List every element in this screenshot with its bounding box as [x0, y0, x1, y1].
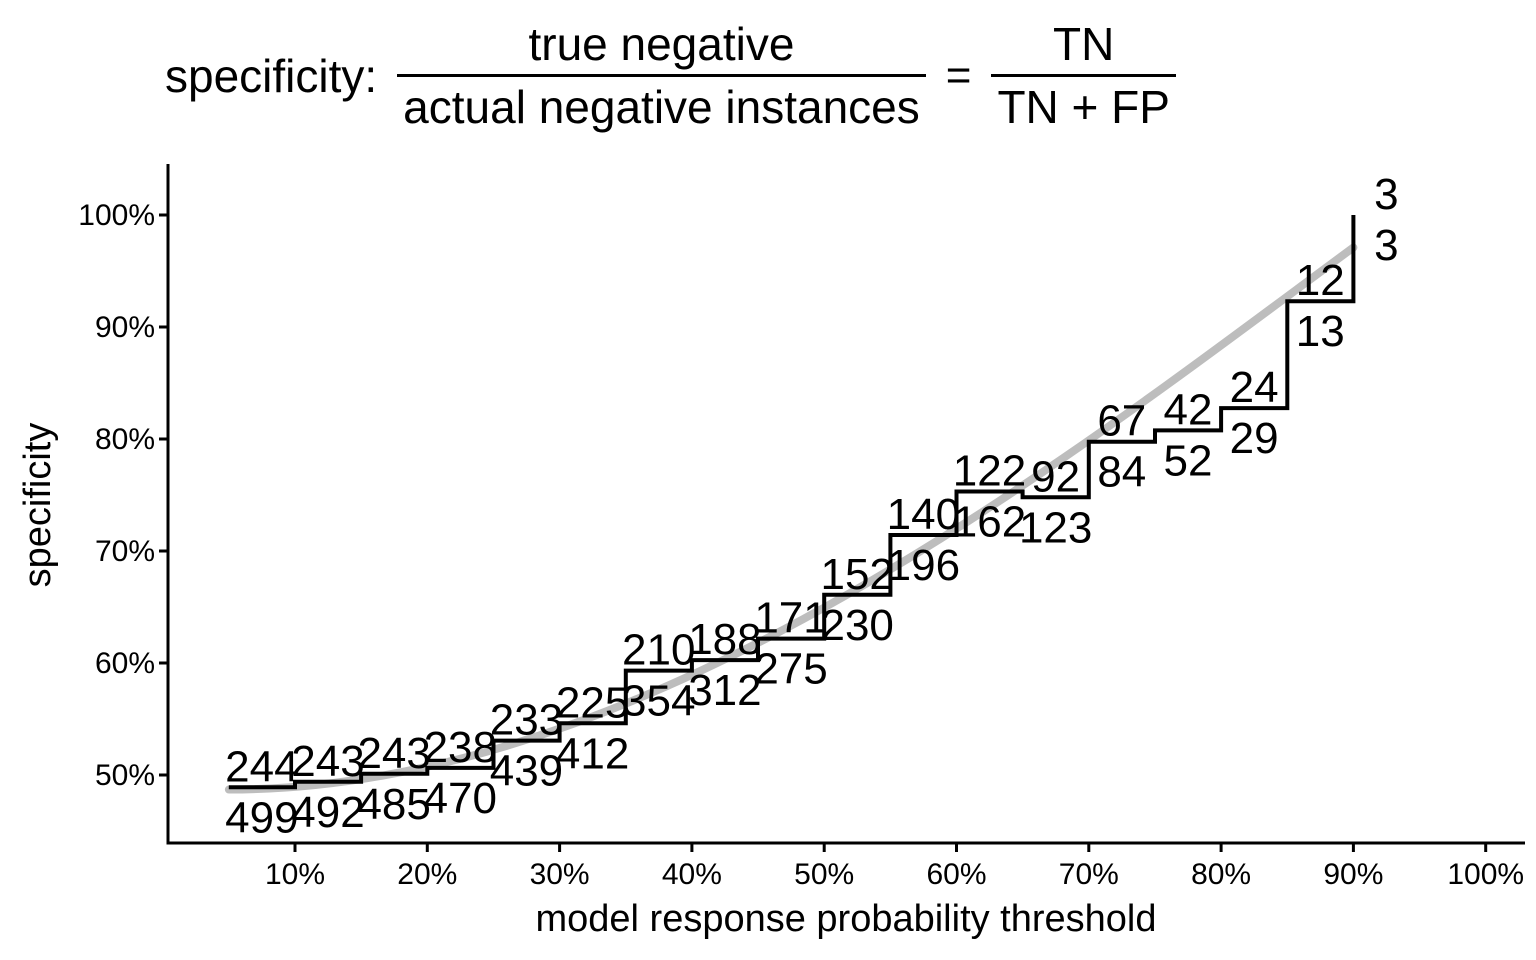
tn-plus-fp-count-label: 499 — [225, 793, 298, 842]
tn-count-label: 42 — [1163, 385, 1212, 434]
tn-count-label: 188 — [688, 615, 761, 664]
tn-plus-fp-count-label: 412 — [556, 729, 629, 778]
tn-count-label: 243 — [291, 737, 364, 786]
tn-count-label: 122 — [953, 447, 1026, 496]
tn-plus-fp-count-label: 84 — [1097, 448, 1146, 497]
title-fraction-symbols: TN TN + FP — [991, 18, 1176, 133]
x-tick-label: 20% — [397, 858, 457, 891]
tn-count-label: 243 — [357, 729, 430, 778]
fraction-symbols-numerator: TN — [1053, 18, 1115, 70]
tn-plus-fp-count-label: 29 — [1230, 414, 1279, 463]
tn-count-label: 152 — [820, 550, 893, 599]
x-axis-title: model response probability threshold — [535, 898, 1157, 940]
tn-plus-fp-count-label: 52 — [1163, 436, 1212, 485]
x-tick-label: 40% — [662, 858, 722, 891]
tn-plus-fp-count-label: 312 — [688, 666, 761, 715]
tn-count-label: 244 — [225, 742, 298, 791]
count-annotations: 2444992434922434852384702334392254122103… — [225, 170, 1399, 842]
title-prefix: specificity: — [165, 49, 378, 102]
tn-count-label: 24 — [1230, 363, 1279, 412]
tn-plus-fp-count-label: 162 — [953, 498, 1026, 547]
fraction-symbols-denominator: TN + FP — [997, 81, 1170, 133]
y-tick-label: 90% — [95, 311, 155, 344]
tn-plus-fp-count-label: 123 — [1019, 503, 1092, 552]
y-tick-label: 70% — [95, 535, 155, 568]
y-tick-label: 50% — [95, 759, 155, 792]
x-tick-label: 50% — [794, 858, 854, 891]
tn-count-label: 3 — [1374, 170, 1398, 219]
equals-sign: = — [945, 50, 972, 100]
title-fraction-words: true negative actual negative instances — [397, 18, 926, 133]
tn-count-label: 12 — [1296, 256, 1345, 305]
y-axis-title: specificity — [17, 422, 59, 588]
tn-plus-fp-count-label: 13 — [1296, 307, 1345, 356]
specificity-step-line — [228, 215, 1356, 790]
tn-count-label: 225 — [556, 678, 629, 727]
y-axis-ticks: 50% 60% 70% 80% 90% 100% — [78, 199, 168, 792]
y-tick-label: 60% — [95, 647, 155, 680]
fraction-words-numerator: true negative — [528, 18, 795, 70]
x-tick-label: 100% — [1447, 858, 1524, 891]
tn-count-label: 140 — [887, 490, 960, 539]
x-tick-label: 60% — [926, 858, 986, 891]
x-tick-label: 90% — [1323, 858, 1383, 891]
tn-plus-fp-count-label: 275 — [754, 645, 827, 694]
tn-plus-fp-count-label: 196 — [887, 541, 960, 590]
tn-plus-fp-count-label: 230 — [820, 601, 893, 650]
x-tick-label: 10% — [265, 858, 325, 891]
chart-title: specificity: true negative actual negati… — [165, 18, 1176, 133]
x-tick-label: 30% — [530, 858, 590, 891]
tn-count-label: 210 — [622, 626, 695, 675]
fraction-words-bar — [397, 74, 926, 77]
fraction-words-denominator: actual negative instances — [403, 81, 920, 133]
tn-plus-fp-count-label: 3 — [1374, 221, 1398, 270]
x-tick-label: 80% — [1191, 858, 1251, 891]
tn-count-label: 92 — [1031, 452, 1080, 501]
tn-plus-fp-count-label: 492 — [291, 788, 364, 837]
tn-plus-fp-count-label: 439 — [490, 747, 563, 796]
tn-count-label: 67 — [1097, 397, 1146, 446]
tn-plus-fp-count-label: 470 — [424, 774, 497, 823]
y-tick-label: 80% — [95, 423, 155, 456]
x-tick-label: 70% — [1059, 858, 1119, 891]
x-axis-ticks: 10% 20% 30% 40% 50% 60% 70% 80% 90% 100% — [265, 843, 1524, 891]
tn-count-label: 233 — [490, 696, 563, 745]
y-tick-label: 100% — [78, 199, 155, 232]
tn-plus-fp-count-label: 354 — [622, 677, 695, 726]
tn-count-label: 238 — [424, 723, 497, 772]
tn-count-label: 171 — [754, 594, 827, 643]
tn-plus-fp-count-label: 485 — [357, 780, 430, 829]
smooth-trend-curve — [224, 243, 1358, 794]
fraction-symbols-bar — [991, 74, 1176, 77]
